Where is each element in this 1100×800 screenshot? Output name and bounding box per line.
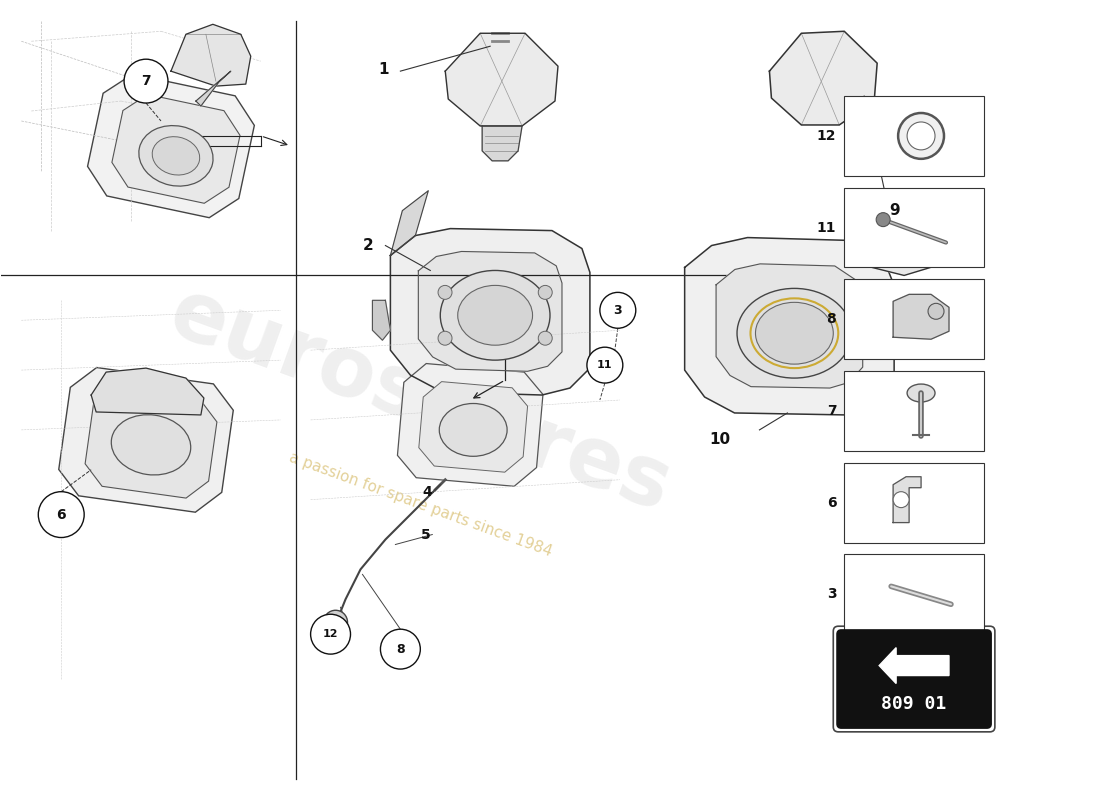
FancyBboxPatch shape [845,188,983,267]
Polygon shape [170,24,251,86]
Circle shape [538,331,552,345]
Circle shape [877,213,890,226]
Polygon shape [91,368,204,415]
Text: 10: 10 [710,432,730,447]
Circle shape [908,122,935,150]
Text: 809 01: 809 01 [881,695,947,713]
FancyBboxPatch shape [845,371,983,451]
Polygon shape [390,190,428,255]
Polygon shape [418,251,562,371]
Polygon shape [446,34,558,126]
Circle shape [893,492,909,508]
Polygon shape [684,238,894,415]
Polygon shape [390,229,590,395]
FancyBboxPatch shape [845,554,983,634]
Circle shape [310,614,351,654]
Text: 5: 5 [420,527,430,542]
Text: 9: 9 [889,203,900,218]
Ellipse shape [458,286,532,345]
Circle shape [124,59,168,103]
Text: 2: 2 [363,238,373,253]
Polygon shape [769,31,877,125]
Text: 1: 1 [378,62,388,77]
Text: 7: 7 [141,74,151,88]
Polygon shape [397,363,543,486]
Text: 3: 3 [614,304,623,317]
Circle shape [381,630,420,669]
Circle shape [600,292,636,328]
Polygon shape [482,126,522,161]
Text: 11: 11 [597,360,613,370]
Ellipse shape [111,414,190,475]
Polygon shape [85,388,217,498]
Ellipse shape [756,302,834,364]
FancyBboxPatch shape [845,462,983,542]
Text: 12: 12 [817,129,836,143]
Text: 6: 6 [56,508,66,522]
Ellipse shape [439,403,507,456]
Text: 6: 6 [827,496,836,510]
Polygon shape [716,264,862,388]
Ellipse shape [139,126,213,186]
Circle shape [438,331,452,345]
Text: 11: 11 [817,221,836,234]
FancyBboxPatch shape [837,630,991,728]
Polygon shape [58,367,233,512]
Ellipse shape [908,384,935,402]
Circle shape [323,610,348,634]
Polygon shape [893,477,921,522]
Polygon shape [893,294,949,339]
Ellipse shape [440,270,550,360]
Text: 8: 8 [826,312,836,326]
Polygon shape [865,210,949,275]
Circle shape [438,286,452,299]
Text: 12: 12 [322,629,339,639]
Circle shape [587,347,623,383]
Circle shape [538,286,552,299]
FancyBboxPatch shape [845,279,983,359]
Polygon shape [196,71,231,106]
Text: eurospares: eurospares [158,272,682,528]
Circle shape [39,492,85,538]
Text: a passion for spare parts since 1984: a passion for spare parts since 1984 [287,450,554,559]
Polygon shape [419,382,528,472]
Circle shape [898,113,944,159]
Circle shape [928,303,944,319]
Ellipse shape [737,288,851,378]
Polygon shape [879,648,949,683]
Polygon shape [373,300,390,340]
Text: 7: 7 [827,404,836,418]
Text: 8: 8 [396,642,405,656]
Ellipse shape [152,137,200,175]
Text: 4: 4 [422,485,432,498]
Polygon shape [112,94,240,203]
Polygon shape [88,74,254,218]
FancyBboxPatch shape [845,96,983,176]
Text: 3: 3 [827,587,836,602]
